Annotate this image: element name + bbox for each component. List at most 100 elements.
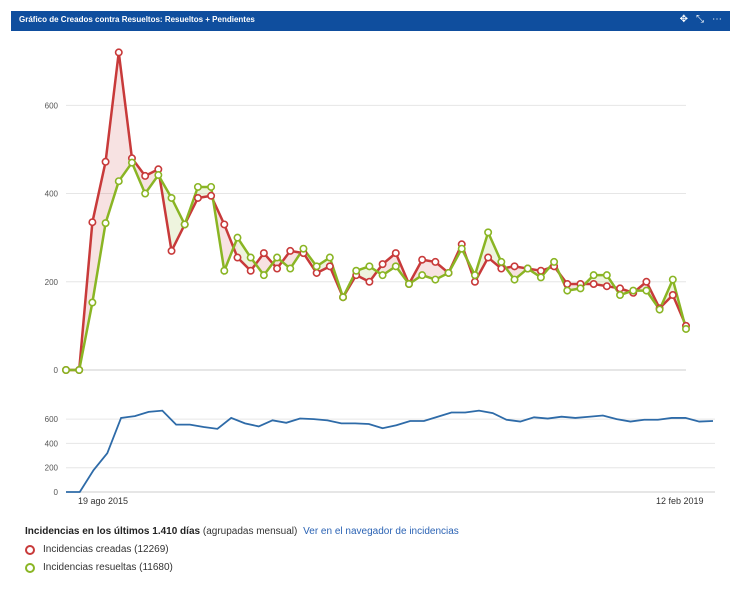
resolved-point: [207, 182, 216, 191]
gadget-title: Gráfico de Creados contra Resueltos: Res…: [19, 15, 255, 24]
resolved-point: [246, 253, 255, 262]
created-point: [220, 220, 229, 229]
legend-resolved-label: Incidencias resueltas (11680): [43, 562, 173, 573]
resolved-point: [391, 262, 400, 271]
resolved-point: [325, 253, 334, 262]
created-point: [668, 291, 677, 300]
created-point: [207, 191, 216, 200]
resolved-point: [523, 264, 532, 273]
main-y-tick: 600: [45, 101, 59, 110]
resolved-point: [589, 271, 598, 280]
fill-segment: [237, 237, 251, 271]
resolved-point: [668, 275, 677, 284]
summary-bold: Incidencias en los últimos 1.410 días: [25, 526, 201, 537]
resolved-point: [352, 266, 361, 275]
fill-segment: [92, 161, 106, 303]
created-point: [589, 279, 598, 288]
legend-resolved: Incidencias resueltas (11680): [25, 562, 459, 573]
resolved-point: [444, 268, 453, 277]
pending-chart-line: [66, 409, 714, 493]
resolved-point: [75, 365, 84, 374]
resolved-point: [497, 257, 506, 266]
created-point: [259, 249, 268, 258]
resolved-point: [299, 244, 308, 253]
resolved-point: [681, 324, 690, 333]
resolved-point: [339, 293, 348, 302]
resolved-point: [563, 286, 572, 295]
legend-summary: Incidencias en los últimos 1.410 días (a…: [25, 526, 459, 537]
resolved-point: [418, 271, 427, 280]
pending-y-tick: 0: [54, 488, 59, 497]
created-point: [167, 246, 176, 255]
created-point: [378, 260, 387, 269]
main-y-tick: 0: [54, 366, 59, 375]
fill-segment: [382, 253, 396, 276]
resolved-circle-icon: [25, 562, 35, 573]
main-y-tick: 400: [45, 190, 59, 199]
resolved-point: [484, 228, 493, 237]
created-point: [114, 48, 123, 57]
issue-navigator-link[interactable]: Ver en el navegador de incidencias: [303, 526, 459, 537]
resolved-point: [550, 257, 559, 266]
legend-created-label: Incidencias creadas (12269): [43, 544, 169, 555]
more-icon[interactable]: ⋯: [712, 14, 722, 25]
created-point: [88, 218, 97, 227]
created-point: [101, 157, 110, 166]
resolved-point: [127, 158, 136, 167]
resolved-point: [273, 253, 282, 262]
fill-segment: [316, 257, 330, 273]
created-point: [233, 253, 242, 262]
resolved-point: [457, 244, 466, 253]
resolved-point: [431, 275, 440, 284]
pending-chart: 0 200 400 600 19 ago 2015 12 feb 2019: [45, 409, 715, 506]
resolved-point: [141, 189, 150, 198]
minimize-icon[interactable]: ⤡: [696, 14, 704, 25]
resolved-point: [365, 262, 374, 271]
resolved-point: [378, 271, 387, 280]
pending-x-end-label: 12 feb 2019: [656, 496, 704, 506]
pending-y-tick: 400: [45, 439, 59, 448]
resolved-point: [180, 220, 189, 229]
resolved-point: [61, 365, 70, 374]
created-point: [286, 246, 295, 255]
created-point: [431, 257, 440, 266]
gadget-header: Gráfico de Creados contra Resueltos: Res…: [11, 11, 730, 31]
resolved-point: [602, 271, 611, 280]
resolved-point: [154, 171, 163, 180]
created-point: [193, 193, 202, 202]
pending-y-tick: 600: [45, 415, 59, 424]
move-icon[interactable]: ✥: [679, 14, 688, 25]
pending-y-tick: 200: [45, 464, 59, 473]
legend-created: Incidencias creadas (12269): [25, 544, 459, 555]
resolved-point: [576, 284, 585, 293]
resolved-point: [233, 233, 242, 242]
created-point: [642, 277, 651, 286]
legend: Incidencias en los últimos 1.410 días (a…: [25, 526, 459, 573]
created-point: [391, 249, 400, 258]
resolved-point: [312, 262, 321, 271]
summary-rest: (agrupadas mensual): [202, 526, 298, 537]
pending-x-start-label: 19 ago 2015: [78, 496, 128, 506]
created-point: [141, 171, 150, 180]
created-point: [510, 262, 519, 271]
resolved-point: [655, 305, 664, 314]
resolved-point: [220, 266, 229, 275]
resolved-point: [259, 271, 268, 280]
resolved-point: [510, 275, 519, 284]
resolved-point: [629, 286, 638, 295]
created-vs-resolved-chart: 0 200 400 600: [45, 48, 690, 375]
resolved-point: [642, 286, 651, 295]
resolved-point: [167, 193, 176, 202]
pending-chart-grid: 0 200 400 600: [45, 415, 715, 497]
created-point: [273, 264, 282, 273]
resolved-point: [536, 273, 545, 282]
created-circle-icon: [25, 544, 35, 555]
resolved-point: [88, 298, 97, 307]
resolved-point: [286, 264, 295, 273]
created-point: [325, 262, 334, 271]
header-icons: ✥ ⤡ ⋯: [680, 14, 722, 25]
fill-segment: [171, 197, 185, 251]
resolved-point: [616, 291, 625, 300]
created-point: [602, 282, 611, 291]
resolved-point: [470, 271, 479, 280]
